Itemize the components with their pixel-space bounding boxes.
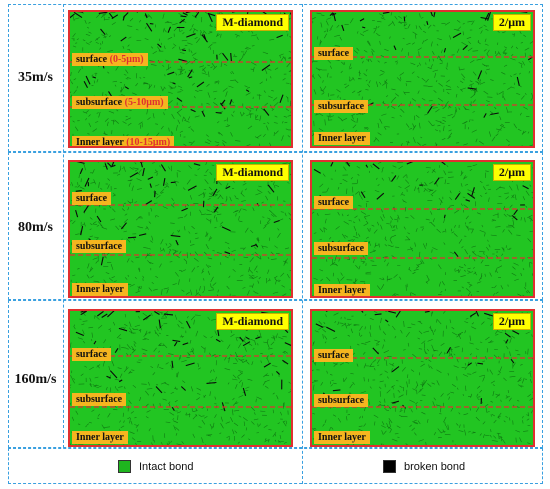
subsurface-range: (5-10μm): [124, 97, 164, 108]
subsurface-tag: subsurface: [314, 242, 369, 255]
intact-swatch: [118, 460, 131, 473]
inner-layer-range: (10-15μm): [126, 137, 171, 148]
inner-layer-tag: Inner layer (10-15μm): [72, 136, 175, 148]
inner-layer-tag: Inner layer: [72, 431, 128, 444]
subsurface-label: subsurface: [76, 97, 123, 108]
surface-tag: surface: [72, 348, 112, 361]
bond-field: [70, 12, 291, 146]
broken-swatch: [383, 460, 396, 473]
legend-broken: broken bond: [383, 450, 465, 483]
inner-layer-tag: Inner layer: [72, 283, 128, 296]
panel-2um-35: 2/μm surface subsurface Inner layer: [310, 10, 535, 148]
panel-title: 2/μm: [492, 14, 531, 31]
surface-tag: surface: [314, 47, 354, 60]
legend-intact: Intact bond: [118, 450, 193, 483]
bond-field: [312, 311, 533, 445]
panel-title: 2/μm: [492, 313, 531, 330]
legend-row: [8, 448, 543, 484]
bond-field: [70, 311, 291, 445]
surface-label: surface: [76, 54, 108, 65]
column-divider: [302, 4, 303, 484]
surface-range: (0-5μm): [109, 54, 144, 65]
inner-layer-label: Inner layer: [76, 137, 124, 148]
subsurface-tag: subsurface: [72, 240, 127, 253]
inner-layer-tag: Inner layer: [314, 284, 370, 296]
row-35: [8, 4, 543, 152]
row-80: [8, 152, 543, 300]
panel-2um-160: 2/μm surface subsurface Inner layer: [310, 309, 535, 447]
bond-field: [70, 162, 291, 296]
panel-m-diamond-160: M-diamond surface subsurface Inner layer: [68, 309, 293, 447]
panel-title: 2/μm: [492, 164, 531, 181]
surface-tag: surface: [314, 196, 354, 209]
speed-label-35: 35m/s: [18, 70, 53, 85]
subsurface-tag: subsurface: [314, 100, 369, 113]
panel-title: M-diamond: [216, 164, 289, 181]
speed-label-80: 80m/s: [18, 220, 53, 235]
inner-layer-tag: Inner layer: [314, 132, 370, 145]
panel-m-diamond-80: M-diamond surface subsurface Inner layer: [68, 160, 293, 298]
panel-title: M-diamond: [216, 313, 289, 330]
broken-label: broken bond: [404, 460, 466, 473]
row-160: [8, 300, 543, 448]
subsurface-tag: subsurface: [314, 394, 369, 407]
inner-layer-tag: Inner layer: [314, 431, 370, 444]
panel-2um-80: 2/μm surface subsurface Inner layer: [310, 160, 535, 298]
column-divider: [63, 4, 64, 448]
intact-label: Intact bond: [139, 460, 194, 473]
bond-field: [312, 162, 533, 296]
speed-label-160: 160m/s: [14, 372, 57, 387]
surface-tag: surface (0-5μm): [72, 53, 148, 66]
panel-title: M-diamond: [216, 14, 289, 31]
bond-field: [312, 12, 533, 146]
panel-m-diamond-35: M-diamond surface (0-5μm) subsurface (5-…: [68, 10, 293, 148]
surface-tag: surface: [314, 349, 354, 362]
subsurface-tag: subsurface: [72, 393, 127, 406]
surface-tag: surface: [72, 192, 112, 205]
subsurface-tag: subsurface (5-10μm): [72, 96, 168, 109]
